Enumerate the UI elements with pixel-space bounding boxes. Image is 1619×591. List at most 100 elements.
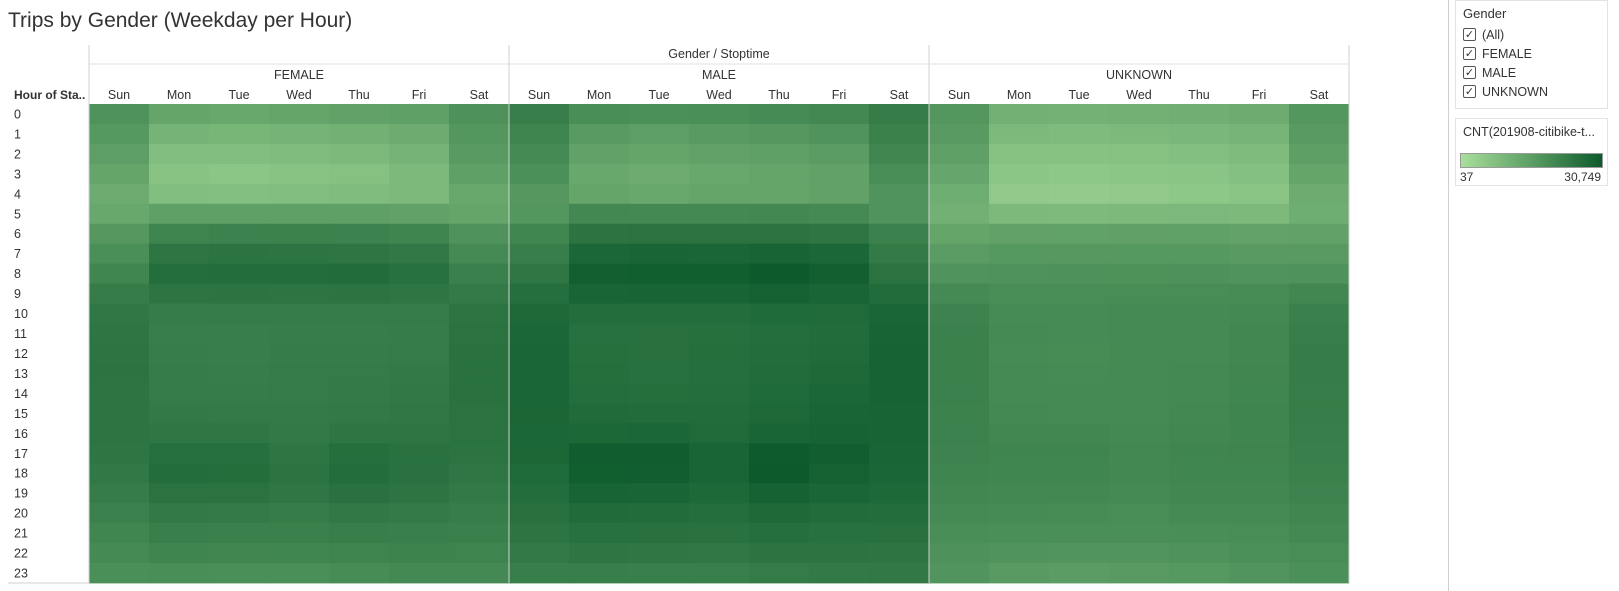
heatmap-cell <box>1229 563 1290 584</box>
heatmap-cell <box>689 203 750 225</box>
gender-header-label: FEMALE <box>274 68 324 82</box>
heatmap-cell <box>89 323 150 344</box>
heatmap-cell <box>1049 163 1110 185</box>
heatmap-cell <box>89 104 150 125</box>
heatmap-cell <box>1049 223 1110 245</box>
heatmap-cell <box>149 323 210 344</box>
heatmap-cell <box>749 503 810 524</box>
heatmap-cell <box>329 303 390 324</box>
heatmap-cell <box>449 323 510 344</box>
heatmap-cell <box>1229 503 1290 524</box>
heatmap-cell <box>569 203 630 225</box>
heatmap-cell <box>1289 243 1350 265</box>
heatmap-cell <box>689 543 750 564</box>
heatmap-cell <box>689 363 750 384</box>
heatmap-cell <box>1169 104 1230 125</box>
heatmap-cell <box>209 523 270 544</box>
heatmap-cell <box>629 523 690 544</box>
heatmap-cell <box>89 383 150 404</box>
hour-label: 4 <box>14 187 21 201</box>
heatmap-cell <box>749 263 810 285</box>
checkbox-checked-icon[interactable]: ✓ <box>1463 85 1476 98</box>
heatmap-cell <box>929 563 990 584</box>
heatmap-cell <box>929 243 990 265</box>
heatmap-cell <box>269 323 330 344</box>
heatmap-cell <box>989 403 1050 424</box>
checkbox-checked-icon[interactable]: ✓ <box>1463 66 1476 79</box>
heatmap-cell <box>989 383 1050 404</box>
hour-label: 20 <box>14 507 28 521</box>
heatmap-cell <box>1229 323 1290 344</box>
heatmap-cell <box>509 303 570 324</box>
filter-item-male[interactable]: ✓ MALE <box>1456 63 1607 82</box>
heatmap-cell <box>329 183 390 205</box>
heatmap-cell <box>209 403 270 424</box>
hour-label: 18 <box>14 467 28 481</box>
filter-item-unknown[interactable]: ✓ UNKNOWN <box>1456 82 1607 101</box>
heatmap-cell <box>689 503 750 524</box>
heatmap-cell <box>809 563 870 584</box>
heatmap-cell <box>389 323 450 344</box>
weekday-label: Mon <box>1007 88 1031 102</box>
heatmap-cell <box>1229 383 1290 404</box>
heatmap-cell <box>329 163 390 185</box>
heatmap-cell <box>1049 203 1110 225</box>
heatmap-cell <box>1109 143 1170 165</box>
heatmap-cell <box>1049 323 1110 344</box>
heatmap-cell <box>1109 283 1170 304</box>
legend-min-label: 37 <box>1460 170 1474 184</box>
heatmap-cell <box>689 163 750 185</box>
heatmap-cell <box>209 163 270 185</box>
heatmap-cell <box>989 543 1050 564</box>
heatmap-cell <box>1109 203 1170 225</box>
legend-color-ramp <box>1460 153 1603 168</box>
heatmap-cell <box>1289 323 1350 344</box>
heatmap-cell <box>809 383 870 404</box>
heatmap-cell <box>209 263 270 285</box>
heatmap-cell <box>749 483 810 504</box>
heatmap-cell <box>389 443 450 464</box>
heatmap-cell <box>1169 263 1230 285</box>
checkbox-checked-icon[interactable]: ✓ <box>1463 47 1476 60</box>
heatmap-cell <box>989 243 1050 265</box>
heatmap-cell <box>1289 463 1350 484</box>
heatmap-cell <box>569 563 630 584</box>
heatmap-cell <box>689 303 750 324</box>
weekday-label: Tue <box>1068 88 1089 102</box>
heatmap-cell <box>509 443 570 464</box>
heatmap-cell <box>689 343 750 364</box>
filter-item-label: FEMALE <box>1482 46 1533 61</box>
heatmap-cell <box>329 243 390 265</box>
heatmap-cell <box>449 503 510 524</box>
weekday-label: Sun <box>108 88 130 102</box>
heatmap-cell <box>629 243 690 265</box>
heatmap-cell <box>749 203 810 225</box>
heatmap-cell <box>329 263 390 285</box>
heatmap-cell <box>389 483 450 504</box>
heatmap-cell <box>1049 543 1110 564</box>
heatmap-cell <box>689 263 750 285</box>
heatmap-cell <box>1229 104 1290 125</box>
checkbox-checked-icon[interactable]: ✓ <box>1463 28 1476 41</box>
heatmap-cell <box>1289 223 1350 245</box>
filter-item-all[interactable]: ✓ (All) <box>1456 25 1607 44</box>
heatmap-cell <box>1109 483 1170 504</box>
heatmap-cell <box>869 463 930 484</box>
heatmap-cell <box>389 543 450 564</box>
heatmap-cell <box>809 243 870 265</box>
heatmap-cell <box>509 463 570 484</box>
heatmap-cell <box>89 283 150 304</box>
filter-item-female[interactable]: ✓ FEMALE <box>1456 44 1607 63</box>
heatmap-cell <box>929 263 990 285</box>
heatmap-cell <box>989 223 1050 245</box>
heatmap-cell <box>869 203 930 225</box>
heatmap-cell <box>1169 503 1230 524</box>
heatmap-cell <box>389 263 450 285</box>
hour-label: 15 <box>14 407 28 421</box>
heatmap-cell <box>569 143 630 165</box>
heatmap-cell <box>809 123 870 145</box>
heatmap-cell <box>149 543 210 564</box>
heatmap-cell <box>1169 523 1230 544</box>
heatmap-cell <box>89 483 150 504</box>
heatmap-cell <box>869 383 930 404</box>
